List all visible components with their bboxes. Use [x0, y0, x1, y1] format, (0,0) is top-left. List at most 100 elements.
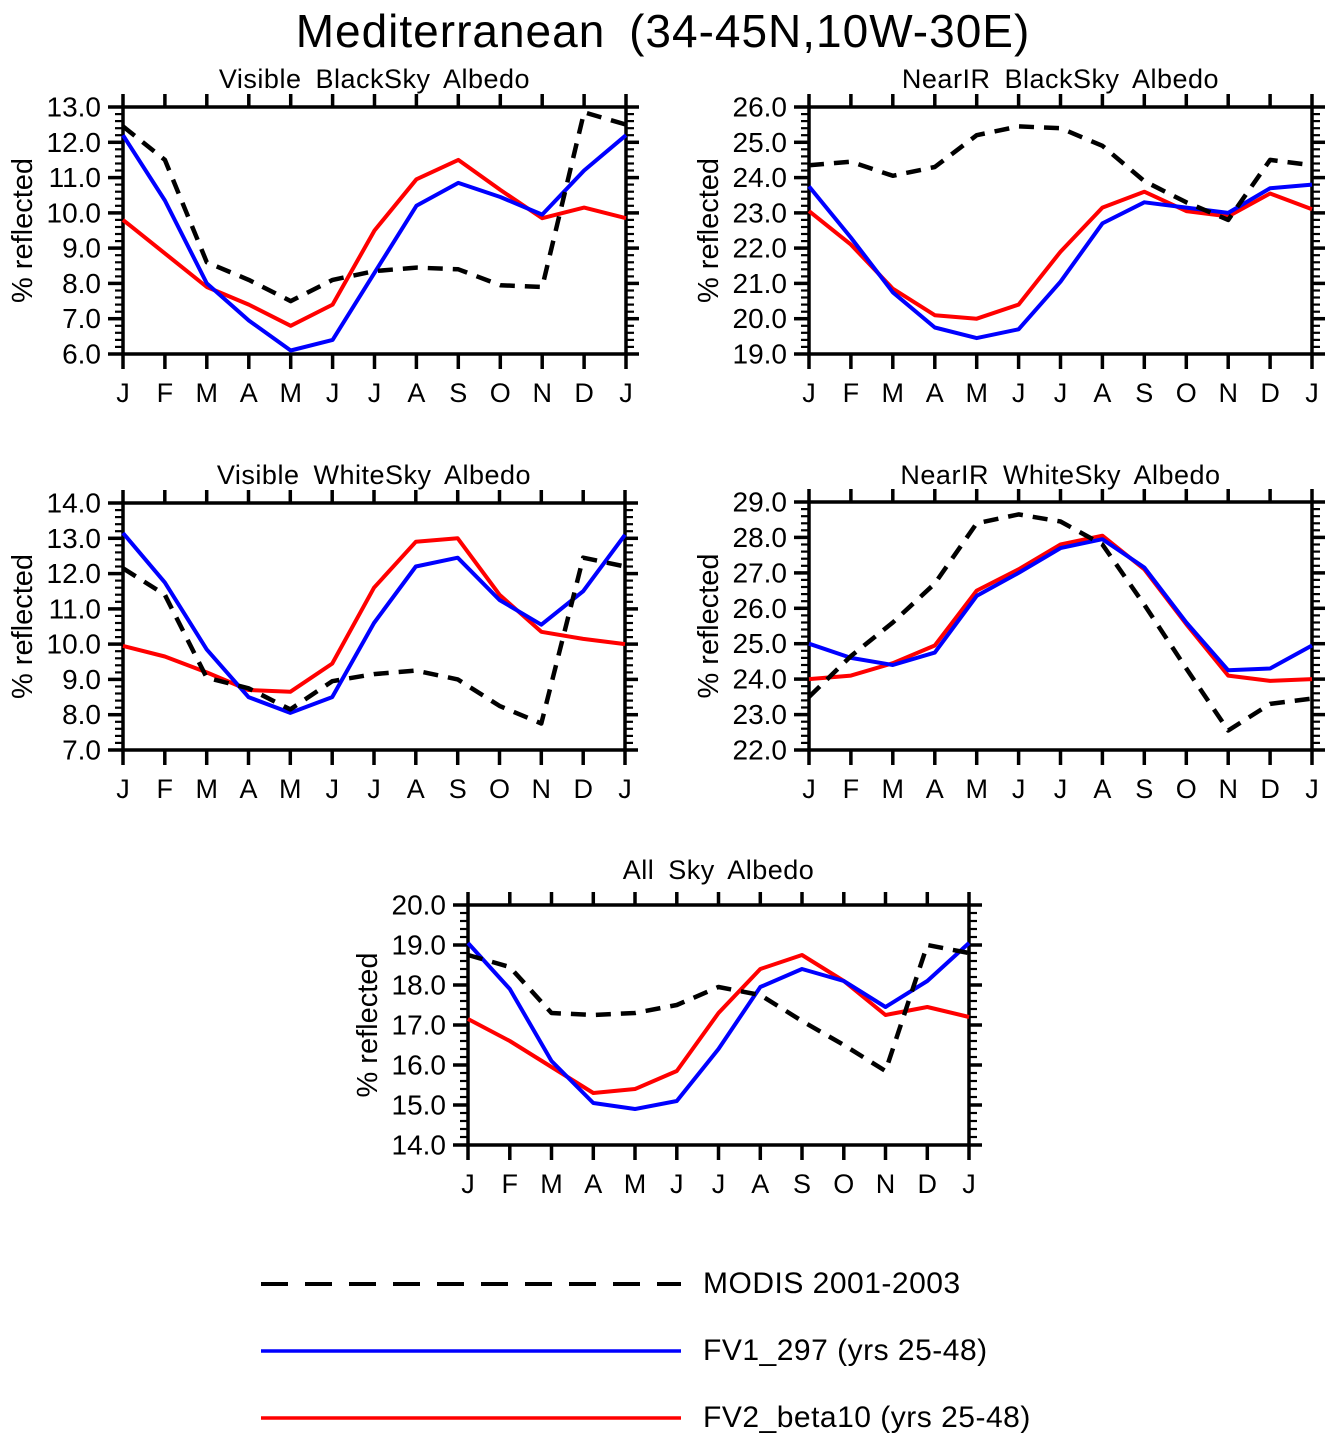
x-tick-label: A — [1093, 378, 1111, 408]
plot-frame — [807, 105, 1314, 356]
x-tick-label: J — [116, 774, 130, 804]
series-line-modis — [121, 110, 627, 304]
y-axis-label: % reflected — [693, 158, 725, 303]
x-tick-label: F — [157, 774, 174, 804]
y-tick-label: 23.0 — [733, 699, 788, 730]
x-tick-label: A — [1093, 774, 1111, 804]
y-tick-label: 6.0 — [62, 339, 101, 370]
x-tick-label: S — [1135, 774, 1153, 804]
y-tick-label: 15.0 — [392, 1090, 447, 1121]
x-tick-label: A — [239, 774, 257, 804]
y-tick-label: 28.0 — [733, 522, 788, 553]
y-tick-label: 8.0 — [62, 699, 101, 730]
y-tick-label: 12.0 — [47, 127, 102, 158]
y-tick-label: 21.0 — [733, 268, 788, 299]
legend-label-fv2: FV2_beta10 (yrs 25-48) — [703, 1401, 1031, 1434]
y-tick-label: 7.0 — [62, 303, 101, 334]
x-tick-label: J — [325, 774, 339, 804]
y-tick-label: 11.0 — [49, 162, 101, 193]
series-line-fv2 — [467, 953, 970, 1095]
plot-frame — [807, 500, 1314, 752]
x-tick-label: M — [882, 774, 905, 804]
y-tick-label: 20.0 — [392, 890, 447, 921]
x-tick-label: A — [751, 1169, 769, 1199]
legend-label-modis: MODIS 2001-2003 — [703, 1267, 961, 1300]
x-tick-label: A — [407, 378, 425, 408]
y-tick-label: 13.0 — [47, 92, 102, 123]
x-tick-label: A — [584, 1169, 602, 1199]
x-tick-label: D — [918, 1169, 938, 1199]
x-tick-label: J — [1305, 378, 1319, 408]
x-tick-label: A — [240, 378, 258, 408]
x-tick-label: O — [1176, 378, 1197, 408]
y-tick-label: 7.0 — [62, 735, 101, 766]
x-tick-label: O — [1176, 774, 1197, 804]
y-tick-label: 29.0 — [733, 487, 788, 518]
x-tick-label: D — [574, 378, 594, 408]
x-tick-label: D — [1260, 378, 1280, 408]
y-tick-label: 24.0 — [733, 162, 788, 193]
y-axis-label: % reflected — [7, 158, 39, 303]
y-tick-label: 14.0 — [392, 1130, 447, 1161]
y-tick-label: 18.0 — [392, 970, 447, 1001]
legend-line-modis — [261, 1282, 681, 1286]
x-tick-label: M — [196, 378, 219, 408]
legend-item-modis: MODIS 2001-2003 — [261, 1264, 961, 1304]
series-line-modis — [121, 555, 626, 726]
y-tick-label: 9.0 — [62, 233, 101, 264]
x-tick-label: D — [1260, 774, 1280, 804]
x-tick-label: A — [926, 774, 944, 804]
y-tick-label: 17.0 — [392, 1010, 447, 1041]
chart-title: Visible WhiteSky Albedo — [217, 460, 531, 490]
x-tick-label: J — [802, 774, 816, 804]
x-tick-label: N — [532, 774, 552, 804]
x-tick-label: M — [624, 1169, 647, 1199]
y-tick-label: 22.0 — [733, 233, 788, 264]
plot-frame — [466, 903, 971, 1147]
x-tick-label: J — [1054, 774, 1068, 804]
x-tick-label: F — [502, 1169, 519, 1199]
x-tick-label: F — [843, 378, 860, 408]
legend-label-fv1: FV1_297 (yrs 25-48) — [703, 1334, 988, 1367]
y-tick-label: 19.0 — [392, 930, 447, 961]
legend-item-fv2: FV2_beta10 (yrs 25-48) — [261, 1398, 1031, 1434]
y-axis-label: % reflected — [7, 554, 39, 699]
y-tick-label: 27.0 — [733, 557, 788, 588]
x-tick-label: J — [326, 378, 340, 408]
x-tick-label: A — [407, 774, 425, 804]
y-tick-label: 19.0 — [733, 339, 788, 370]
x-tick-label: J — [1305, 774, 1319, 804]
series-line-fv2 — [808, 533, 1313, 683]
chart-visible-blacksky-albedo: J F M A M J J A S O N D J6.07.08.09.010.011.012.013.… — [7, 64, 639, 408]
y-tick-label: 25.0 — [733, 628, 788, 659]
x-tick-label: N — [876, 1169, 896, 1199]
series-line-fv1 — [121, 531, 627, 715]
y-axis-label: % reflected — [693, 553, 725, 698]
x-tick-label: O — [833, 1169, 854, 1199]
chart-nearir-blacksky-albedo: J F M A M J J A S O N D J19.020.021.022.023.024.025.… — [693, 64, 1325, 408]
series-line-fv1 — [121, 133, 628, 353]
x-tick-label: M — [195, 774, 218, 804]
y-tick-label: 25.0 — [733, 127, 788, 158]
x-tick-label: J — [618, 774, 632, 804]
chart-nearir-whitesky-albedo: J F M A M J J A S O N D J22.023.024.025.026.027.028.… — [693, 460, 1325, 804]
x-tick-label: J — [1054, 378, 1068, 408]
chart-all-sky-albedo: J F M A M J J A S O N D J14.015.016.017.018.019.020.… — [352, 855, 982, 1199]
x-tick-label: M — [279, 378, 302, 408]
y-tick-label: 11.0 — [49, 593, 101, 624]
x-tick-label: N — [1218, 774, 1238, 804]
x-tick-label: F — [157, 378, 174, 408]
series-line-fv2 — [122, 536, 626, 694]
y-tick-label: 8.0 — [62, 268, 101, 299]
y-tick-label: 26.0 — [733, 593, 788, 624]
x-tick-label: J — [1012, 378, 1026, 408]
x-tick-label: J — [368, 378, 382, 408]
x-tick-label: O — [489, 774, 510, 804]
series-line-modis — [808, 124, 1313, 223]
x-tick-label: S — [449, 774, 467, 804]
x-tick-label: M — [279, 774, 302, 804]
x-tick-label: O — [490, 378, 511, 408]
chart-title: All Sky Albedo — [623, 855, 815, 885]
series-line-fv1 — [466, 941, 971, 1111]
